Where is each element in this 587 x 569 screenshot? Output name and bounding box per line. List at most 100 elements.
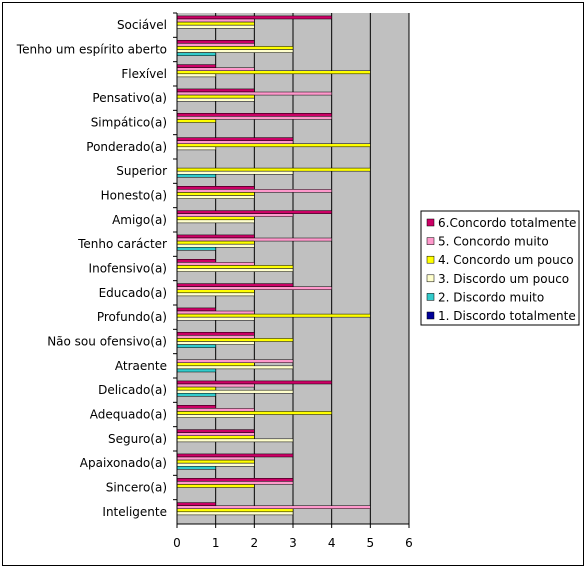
bar-apaixonado-a-series-3 bbox=[176, 459, 255, 464]
category-labels: Sociável Tenho um espírito aberto Flexível… bbox=[16, 12, 177, 519]
category-label-tenho-caracter: Tenho carácter bbox=[77, 237, 167, 251]
bar-adequado-a-series-4 bbox=[176, 414, 255, 418]
category-label-nao-sou-ofensivo-a: Não sou ofensivo(a) bbox=[47, 335, 167, 349]
bar-atraente-series-2 bbox=[176, 359, 294, 364]
category-label-apaixonado-a: Apaixonado(a) bbox=[80, 456, 167, 470]
bar-simpatico-a-series-1 bbox=[176, 113, 332, 117]
category-label-sociavel: Sociável bbox=[117, 18, 167, 32]
bar-educado-a-series-4 bbox=[176, 292, 255, 297]
bars bbox=[176, 15, 371, 516]
legend-swatch-5 bbox=[426, 293, 435, 301]
bar-amigo-a-series-2 bbox=[176, 213, 294, 217]
legend-label-6: 1. Discordo totalmente bbox=[438, 309, 576, 323]
bar-ponderado-a-series-1 bbox=[176, 137, 294, 141]
bar-pensativo-a-series-1 bbox=[176, 88, 255, 93]
bar-apaixonado-a-series-4 bbox=[176, 462, 255, 467]
category-label-seguro-a: Seguro(a) bbox=[108, 432, 167, 446]
category-label-adequado-a: Adequado(a) bbox=[90, 408, 167, 422]
bar-ponderado-a-series-4 bbox=[176, 146, 216, 151]
bar-seguro-a-series-1 bbox=[176, 429, 255, 433]
bar-sincero-a-series-1 bbox=[176, 478, 294, 482]
bar-apaixonado-a-series-5 bbox=[176, 466, 216, 470]
legend-label-2: 5. Concordo muito bbox=[438, 235, 549, 249]
bar-tenho-caracter-series-3 bbox=[176, 240, 255, 245]
bar-pensativo-a-series-3 bbox=[176, 94, 255, 99]
category-label-sincero-a: Sincero(a) bbox=[106, 481, 167, 495]
bar-tenho-caracter-series-4 bbox=[176, 243, 255, 248]
category-label-superior: Superior bbox=[116, 164, 167, 178]
bar-flexivel-series-3 bbox=[176, 70, 371, 75]
legend-swatch-4 bbox=[426, 274, 435, 283]
bar-honesto-a-series-1 bbox=[176, 186, 255, 190]
bar-inofensivo-a-series-3 bbox=[176, 265, 294, 269]
bar-profundo-a-series-4 bbox=[176, 316, 255, 321]
bar-pensativo-a-series-2 bbox=[176, 91, 332, 96]
bar-adequado-a-series-1 bbox=[176, 405, 216, 409]
category-label-inofensivo-a: Inofensivo(a) bbox=[89, 262, 167, 276]
legend: 6.Concordo totalmente 5. Concordo muito 4.… bbox=[420, 210, 580, 326]
legend-label-4: 3. Discordo um pouco bbox=[438, 272, 569, 286]
bar-flexivel-series-1 bbox=[176, 64, 216, 68]
x-tick-label-0: 0 bbox=[173, 536, 181, 550]
bar-pensativo-a-series-4 bbox=[176, 97, 255, 102]
bar-adequado-a-series-2 bbox=[176, 408, 255, 412]
bar-seguro-a-series-3 bbox=[176, 435, 255, 440]
legend-swatch-6 bbox=[426, 311, 435, 320]
bar-simpatico-a-series-3 bbox=[176, 119, 216, 123]
category-label-delicado-a: Delicado(a) bbox=[98, 383, 167, 397]
x-tick-label-6: 6 bbox=[405, 536, 413, 550]
bar-educado-a-series-1 bbox=[176, 283, 294, 287]
bar-delicado-a-series-2 bbox=[176, 383, 255, 388]
bar-atraente-series-5 bbox=[176, 368, 216, 373]
bar-inofensivo-a-series-2 bbox=[176, 262, 255, 266]
bar-ponderado-a-series-3 bbox=[176, 143, 371, 148]
bar-nao-sou-ofensivo-a-series-4 bbox=[176, 341, 255, 345]
legend-label-1: 6.Concordo totalmente bbox=[438, 216, 576, 230]
bar-amigo-a-series-3 bbox=[176, 216, 255, 221]
x-tick-label-5: 5 bbox=[367, 536, 375, 550]
bar-inteligente-series-4 bbox=[176, 511, 294, 516]
legend-label-5: 2. Discordo muito bbox=[438, 290, 544, 304]
bar-tenho-caracter-series-2 bbox=[176, 237, 332, 242]
bar-tenho-caracter-series-1 bbox=[176, 234, 255, 239]
bar-delicado-a-series-5 bbox=[176, 393, 216, 397]
bar-tenho-caracter-series-5 bbox=[176, 247, 216, 251]
bar-apaixonado-a-series-2 bbox=[176, 456, 255, 461]
bar-profundo-a-series-3 bbox=[176, 313, 371, 318]
legend-box bbox=[420, 210, 580, 326]
bar-honesto-a-series-3 bbox=[176, 192, 255, 196]
bar-apaixonado-a-series-1 bbox=[176, 453, 294, 458]
bar-flexivel-series-4 bbox=[176, 73, 216, 78]
category-label-profundo-a: Profundo(a) bbox=[97, 310, 167, 324]
legend-swatch-1 bbox=[426, 218, 435, 227]
legend-swatch-2 bbox=[426, 237, 435, 245]
bar-inteligente-series-3 bbox=[176, 508, 294, 513]
bar-educado-a-series-3 bbox=[176, 289, 255, 294]
bar-delicado-a-series-1 bbox=[176, 380, 332, 385]
bar-seguro-a-series-2 bbox=[176, 432, 255, 437]
bar-superior-series-5 bbox=[176, 174, 216, 178]
category-label-pensativo-a: Pensativo(a) bbox=[92, 91, 167, 105]
bar-sincero-a-series-3 bbox=[176, 484, 255, 488]
bar-honesto-a-series-2 bbox=[176, 189, 332, 193]
category-label-flexivel: Flexível bbox=[121, 67, 167, 81]
bar-flexivel-series-2 bbox=[176, 67, 255, 71]
bar-seguro-a-series-4 bbox=[176, 438, 294, 443]
bar-sincero-a-series-2 bbox=[176, 481, 294, 485]
x-tick-label-3: 3 bbox=[289, 536, 297, 550]
x-axis: 0 1 2 3 4 5 6 bbox=[173, 13, 413, 550]
bar-tenho-um-espirito-aberto-series-3 bbox=[176, 46, 294, 50]
category-label-simpatico-a: Simpático(a) bbox=[91, 116, 167, 130]
bar-honesto-a-series-4 bbox=[176, 195, 255, 199]
legend-swatch-3 bbox=[426, 255, 435, 264]
bar-profundo-a-series-2 bbox=[176, 310, 255, 315]
bar-nao-sou-ofensivo-a-series-2 bbox=[176, 335, 255, 339]
bar-sociavel-series-3 bbox=[176, 21, 255, 26]
bar-superior-series-4 bbox=[176, 170, 294, 175]
bar-nao-sou-ofensivo-a-series-5 bbox=[176, 344, 216, 348]
bar-ponderado-a-series-2 bbox=[176, 140, 294, 144]
category-label-educado-a: Educado(a) bbox=[99, 286, 167, 300]
bar-delicado-a-series-4 bbox=[176, 389, 294, 394]
x-tick-label-4: 4 bbox=[328, 536, 336, 550]
bar-atraente-series-3 bbox=[176, 362, 255, 367]
